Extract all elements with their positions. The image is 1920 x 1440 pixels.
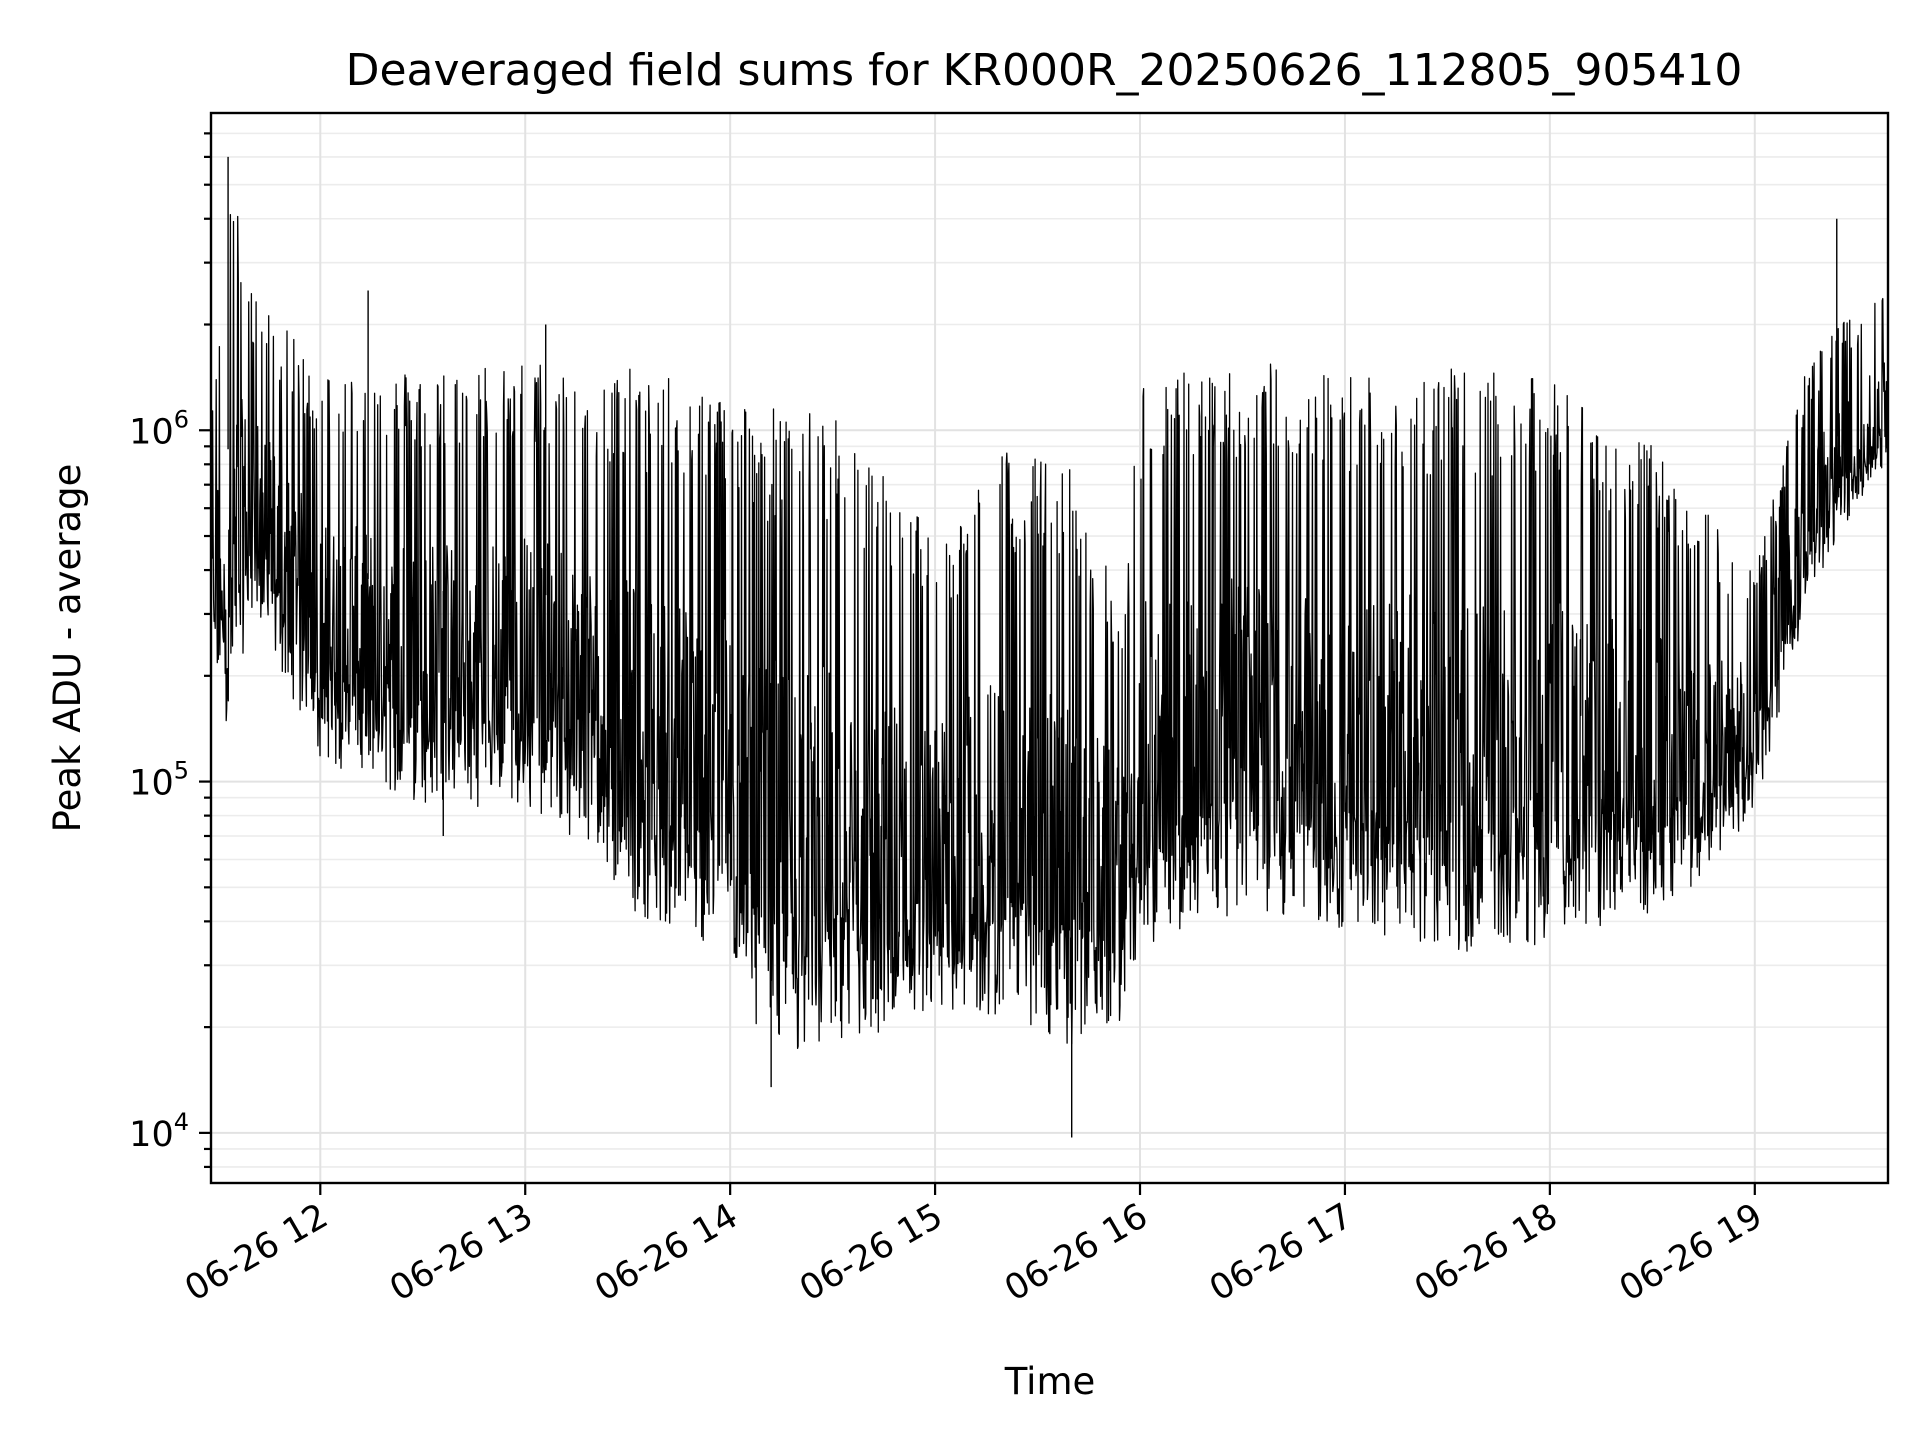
plot-frame xyxy=(209,111,1890,1185)
series-group xyxy=(210,156,1889,1138)
chart-title: Deaveraged field sums for KR000R_2025062… xyxy=(346,45,1743,96)
x-tick-label: 06-26 14 xyxy=(588,1196,744,1309)
y-axis: 104 105 106 xyxy=(129,132,211,1169)
y-axis-label: Peak ADU - average xyxy=(46,464,89,833)
y-tick-label: 105 xyxy=(129,757,189,804)
x-tick-label: 06-26 13 xyxy=(383,1196,539,1309)
y-tick-label: 104 xyxy=(129,1108,189,1155)
y-tick-label: 106 xyxy=(129,405,189,452)
series-line xyxy=(210,214,1889,1050)
x-tick-label: 06-26 18 xyxy=(1408,1196,1564,1309)
x-tick-label: 06-26 15 xyxy=(793,1196,949,1309)
x-axis-label: Time xyxy=(1004,1360,1096,1403)
x-tick-label: 06-26 16 xyxy=(998,1196,1154,1309)
x-tick-label: 06-26 12 xyxy=(179,1196,335,1309)
x-tick-label: 06-26 17 xyxy=(1203,1196,1359,1309)
x-tick-label: 06-26 19 xyxy=(1613,1196,1769,1309)
x-axis: 06-26 12 06-26 13 06-26 14 06-26 15 06-26 16… xyxy=(179,1183,1769,1309)
